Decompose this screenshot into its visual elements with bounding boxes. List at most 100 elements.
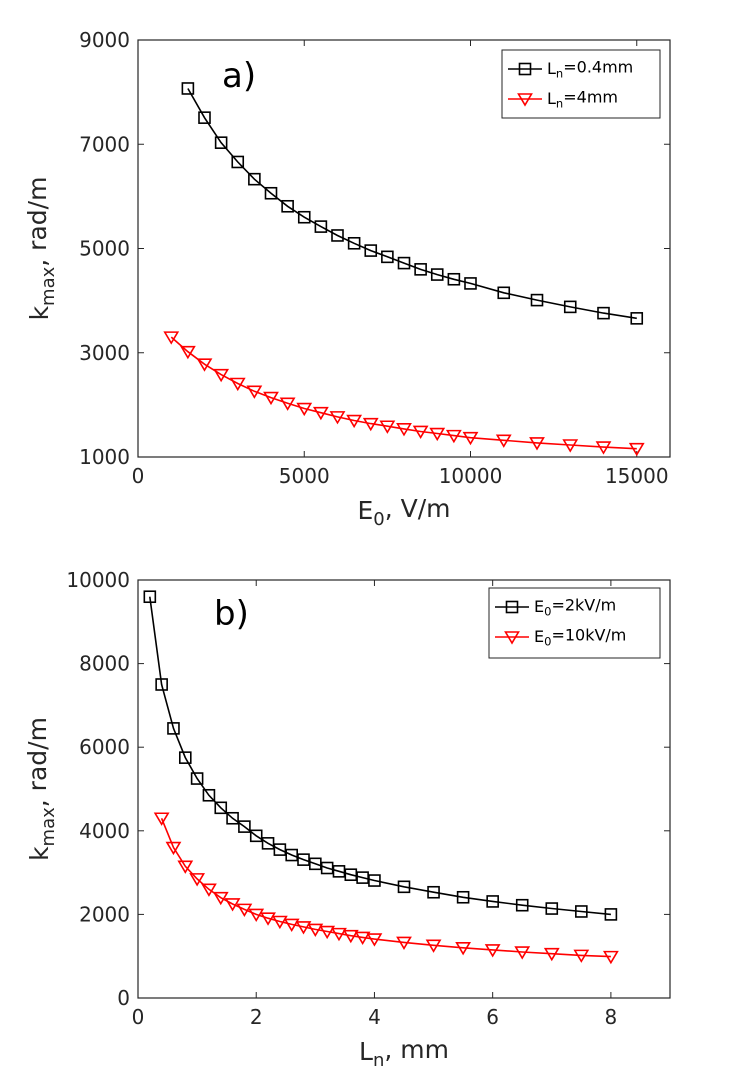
data-point [312, 406, 329, 421]
data-point [297, 210, 311, 224]
x-tick-label: 2 [250, 1005, 263, 1029]
data-point [344, 868, 358, 881]
panel-label: a) [222, 56, 256, 96]
data-point [445, 429, 462, 444]
x-axis-label: E0, V/m [357, 494, 450, 530]
data-point [604, 908, 618, 921]
data-point [515, 898, 529, 912]
data-point [181, 82, 195, 95]
data-point [189, 873, 206, 887]
legend-label-rest: =0.4mm [563, 58, 633, 77]
data-point [246, 385, 263, 399]
data-point [331, 229, 344, 242]
y-tick-label: 5000 [79, 237, 130, 261]
y-tick-label: 3000 [79, 341, 130, 365]
data-point [295, 921, 312, 935]
data-point [595, 441, 612, 455]
data-point [464, 277, 477, 290]
y-axis-label-base: k [25, 846, 54, 861]
data-point [486, 895, 499, 908]
data-point [484, 944, 501, 958]
data-point [562, 439, 579, 453]
data-point [212, 891, 229, 906]
data-point [248, 172, 261, 186]
data-point [425, 939, 442, 953]
legend-label: E0=2kV/m [534, 596, 616, 619]
data-point [214, 136, 228, 149]
x-tick-label: 15000 [605, 464, 669, 488]
data-point [238, 820, 251, 833]
data-point [332, 865, 346, 878]
y-axis-label: kmax, rad/m [23, 717, 59, 861]
data-point [229, 377, 246, 392]
legend-marker [504, 631, 520, 645]
data-point [153, 812, 170, 826]
data-point [329, 411, 346, 425]
data-point [530, 293, 544, 307]
data-point [462, 431, 479, 446]
x-axis-label-sub: 0 [373, 509, 384, 530]
legend-marker [517, 93, 533, 107]
legend-label-sub: n [556, 67, 563, 81]
legend-label-base: L [547, 89, 556, 108]
data-point [296, 402, 313, 417]
legend-label: Ln=4mm [547, 88, 618, 111]
data-point [362, 417, 379, 432]
legend-label-base: E [534, 597, 544, 616]
data-point [397, 256, 411, 270]
data-point [364, 244, 378, 257]
data-point [202, 788, 216, 802]
data-point [263, 391, 279, 406]
legend-label-rest: =2kV/m [551, 596, 616, 615]
y-tick-label: 6000 [79, 735, 130, 759]
data-point [597, 306, 610, 320]
data-point [249, 829, 263, 843]
legend-label-rest: =10kV/m [551, 626, 626, 645]
data-point [177, 860, 194, 874]
data-point [397, 880, 411, 894]
legend-label-sub: n [556, 97, 563, 111]
x-tick-label: 4 [368, 1005, 381, 1029]
legend-label-sub: 0 [544, 635, 551, 649]
data-point [573, 949, 590, 963]
axes-box [137, 579, 671, 999]
data-point [497, 286, 511, 300]
y-tick-label: 4000 [79, 819, 130, 843]
data-point [630, 312, 644, 325]
data-point [545, 902, 559, 915]
data-point [261, 837, 275, 850]
legend: E0=2kV/mE0=10kV/m [488, 587, 661, 659]
data-point [354, 931, 371, 945]
data-point [447, 272, 461, 286]
data-point [236, 903, 253, 917]
data-point [281, 199, 294, 213]
data-point [163, 331, 180, 345]
y-tick-label: 2000 [79, 902, 130, 926]
y-tick-label: 1000 [79, 445, 130, 469]
series-line [160, 817, 611, 958]
data-point [430, 268, 444, 281]
data-point [414, 263, 427, 276]
data-point [368, 874, 381, 887]
data-point [307, 923, 324, 938]
y-tick-label: 8000 [79, 652, 130, 676]
data-point [455, 942, 472, 956]
data-point [279, 397, 296, 411]
y-axis-label-rest: , rad/m [23, 717, 52, 807]
x-axis-label-rest: , mm [384, 1035, 449, 1064]
data-point [356, 871, 369, 884]
y-axis-label-rest: , rad/m [23, 177, 52, 267]
x-tick-label: 6 [486, 1005, 499, 1029]
data-point [273, 843, 287, 856]
data-point [495, 434, 512, 448]
legend-label-base: E [534, 627, 544, 646]
data-point [314, 220, 328, 233]
x-axis-label-base: L [359, 1037, 373, 1066]
data-point [347, 236, 361, 250]
y-axis-label: kmax, rad/m [23, 177, 59, 321]
y-axis-label-base: k [25, 305, 54, 320]
series-E0=10kV/m [153, 812, 619, 965]
legend-label-sub: 0 [544, 605, 551, 619]
